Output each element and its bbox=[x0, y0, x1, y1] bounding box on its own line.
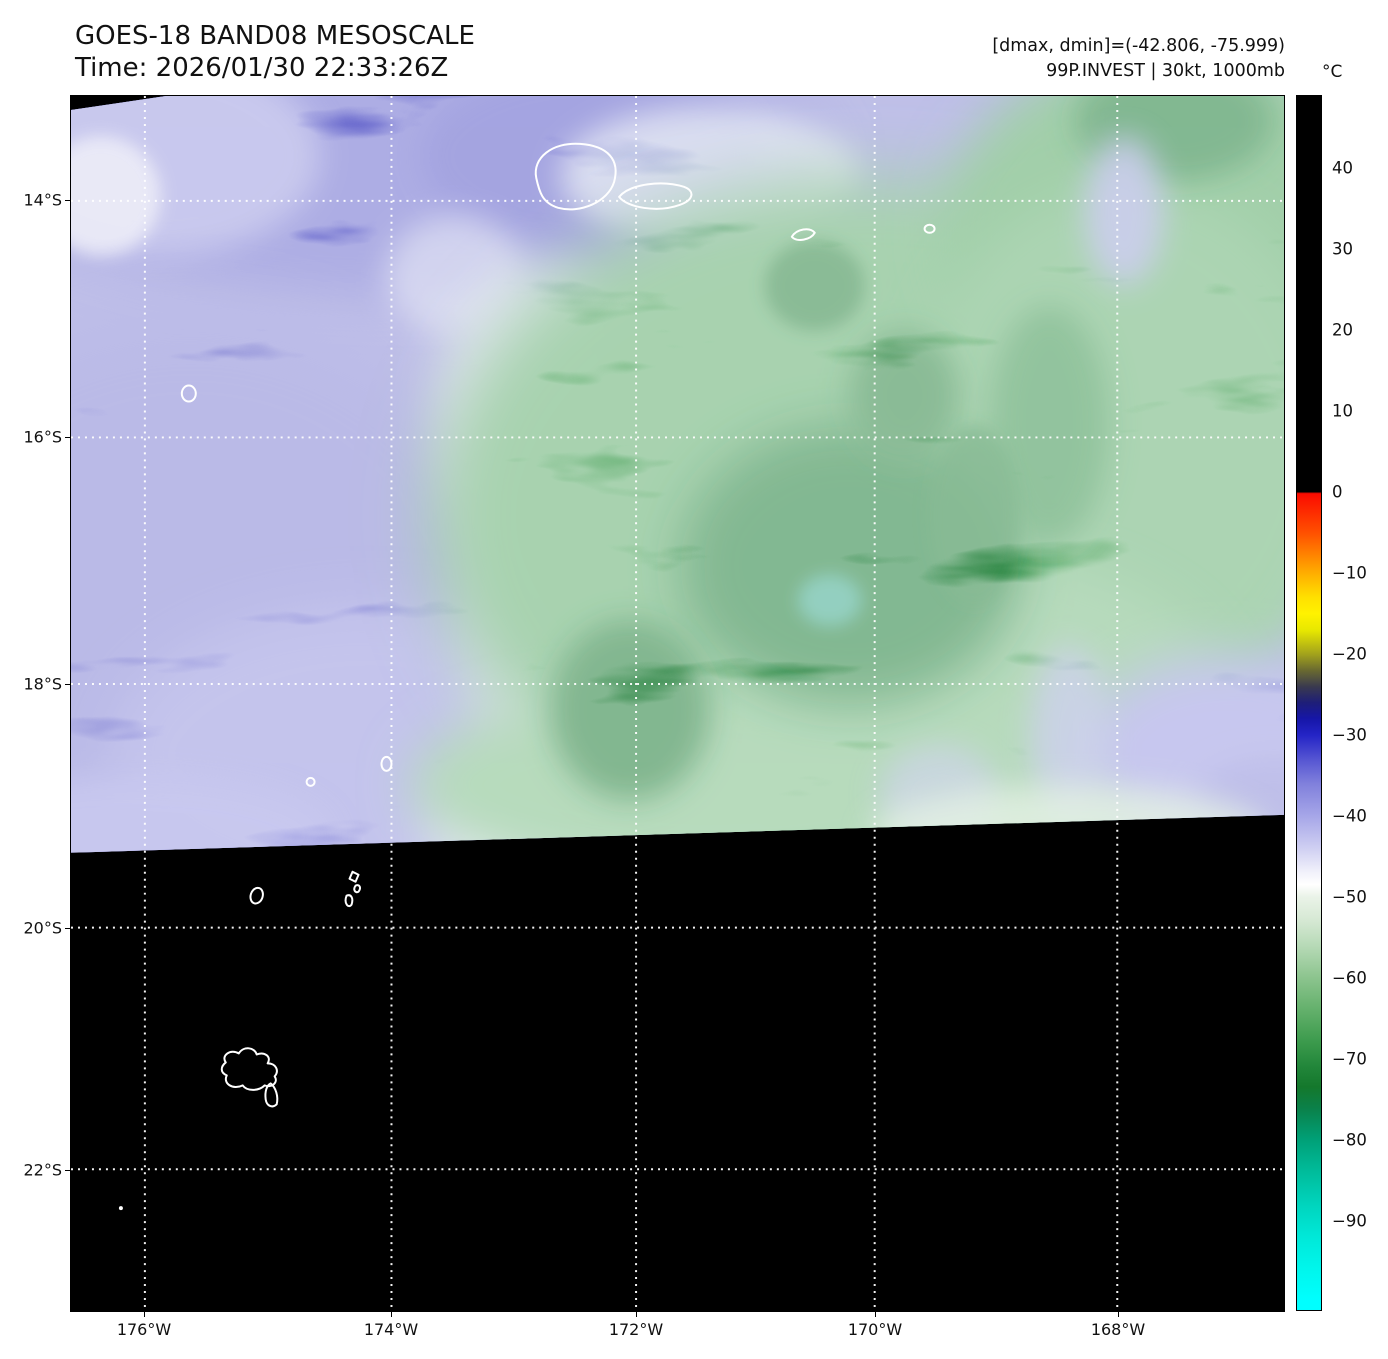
lon-tick-mark bbox=[1118, 1312, 1119, 1317]
plot-title: GOES-18 BAND08 MESOSCALE bbox=[75, 21, 475, 51]
colorbar-unit-label: °C bbox=[1322, 62, 1343, 82]
lon-tick-label: 168°W bbox=[1090, 1320, 1146, 1339]
island-niuafoou bbox=[180, 384, 197, 403]
colorbar-tick-label: −90 bbox=[1332, 1211, 1367, 1231]
map-frame: Copyright © 2020-2026 Dapiya bbox=[70, 95, 1285, 1312]
lat-tick-label: 18°S bbox=[23, 674, 62, 694]
data-region bbox=[71, 96, 1284, 853]
island-vavau-west bbox=[249, 886, 264, 905]
colorbar-tick-label: 30 bbox=[1332, 239, 1353, 259]
storm-info: 99P.INVEST | 30kt, 1000mb bbox=[1046, 61, 1285, 81]
lat-tick-label: 22°S bbox=[23, 1160, 62, 1180]
lon-tick-label: 176°W bbox=[116, 1320, 172, 1339]
island-vavau-chain bbox=[344, 870, 361, 908]
header-right: [dmax, dmin]=(-42.806, -75.999) 99P.INVE… bbox=[880, 34, 1285, 84]
lon-tick-label: 172°W bbox=[608, 1320, 664, 1339]
lat-tick-mark bbox=[65, 1170, 70, 1171]
colorbar-tick-label: −70 bbox=[1332, 1049, 1367, 1069]
lat-tick-mark bbox=[65, 684, 70, 685]
island-tafahi bbox=[380, 755, 393, 772]
lat-tick-mark bbox=[65, 200, 70, 201]
colorbar-tick-label: −10 bbox=[1332, 563, 1367, 583]
colorbar-tick-label: 0 bbox=[1332, 482, 1343, 502]
colorbar-tick-label: −50 bbox=[1332, 887, 1367, 907]
island-eua bbox=[264, 1082, 279, 1108]
data-range-info: [dmax, dmin]=(-42.806, -75.999) bbox=[992, 36, 1285, 56]
title-block: GOES-18 BAND08 MESOSCALE Time: 2026/01/3… bbox=[75, 20, 475, 84]
colorbar-tick-label: 40 bbox=[1332, 158, 1353, 178]
coastline-outlines bbox=[118, 142, 936, 1211]
colorbar-tick-label: −60 bbox=[1332, 968, 1367, 988]
lat-tick-label: 20°S bbox=[23, 918, 62, 938]
colorbar-tick-label: −20 bbox=[1332, 644, 1367, 664]
colorbar bbox=[1296, 95, 1322, 1311]
island-upolu bbox=[618, 182, 693, 210]
colorbar-tick-label: 10 bbox=[1332, 401, 1353, 421]
lon-tick-mark bbox=[391, 1312, 392, 1317]
lon-tick-label: 170°W bbox=[847, 1320, 903, 1339]
island-savaii bbox=[534, 142, 617, 211]
lat-tick-label: 14°S bbox=[23, 190, 62, 210]
lon-tick-mark bbox=[875, 1312, 876, 1317]
island-dot bbox=[118, 1206, 123, 1211]
satellite-imagery bbox=[71, 96, 1284, 1311]
lon-tick-label: 174°W bbox=[363, 1320, 419, 1339]
colorbar-tick-label: −80 bbox=[1332, 1130, 1367, 1150]
island-tongatapu bbox=[220, 1047, 278, 1091]
lat-tick-label: 16°S bbox=[23, 427, 62, 447]
lon-tick-mark bbox=[636, 1312, 637, 1317]
colorbar-tick-label: −40 bbox=[1332, 806, 1367, 826]
plot-timestamp: Time: 2026/01/30 22:33:26Z bbox=[75, 53, 449, 83]
island-small-ne bbox=[923, 223, 936, 234]
lat-tick-mark bbox=[65, 437, 70, 438]
island-tutuila bbox=[790, 228, 816, 241]
colorbar-tick-label: 20 bbox=[1332, 320, 1353, 340]
colorbar-tick-label: −30 bbox=[1332, 725, 1367, 745]
lon-tick-mark bbox=[144, 1312, 145, 1317]
lat-tick-mark bbox=[65, 928, 70, 929]
island-niuatoputapu bbox=[305, 776, 316, 787]
